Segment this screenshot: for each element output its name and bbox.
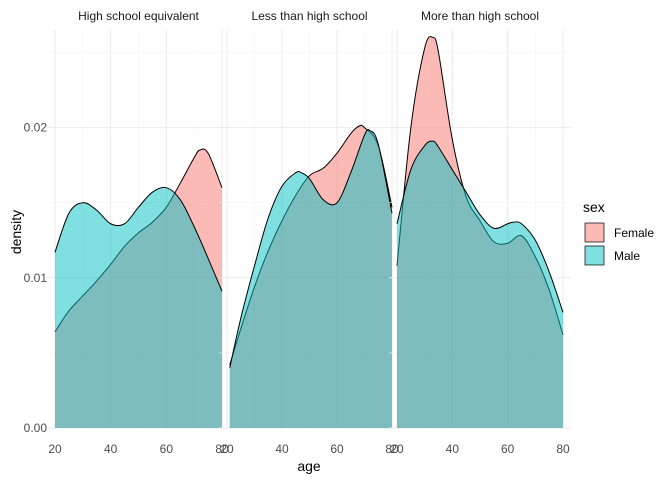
density-area-male — [229, 129, 392, 429]
y-tick-label: 0.00 — [24, 421, 48, 435]
facet-panel: More than high school 20 40 60 80 — [389, 9, 571, 456]
x-tick-label: 20 — [48, 442, 62, 456]
x-tick-label: 60 — [501, 442, 515, 456]
legend: sex Female Male — [583, 199, 654, 266]
density-area-male — [397, 141, 563, 428]
legend-label-female: Female — [614, 226, 654, 240]
density-line-male — [396, 140, 564, 313]
x-tick-label: 80 — [556, 442, 570, 456]
y-axis-title: density — [8, 210, 24, 254]
facet-panel: Less than high school 20 40 60 80 — [219, 9, 400, 456]
x-tick-label: 60 — [330, 442, 344, 456]
x-tick-label: 40 — [446, 442, 460, 456]
x-tick-label: 20 — [390, 442, 404, 456]
x-tick-label: 40 — [275, 442, 289, 456]
y-tick-label: 0.01 — [24, 271, 48, 285]
legend-key-male — [584, 245, 605, 266]
x-tick-label: 80 — [385, 442, 399, 456]
x-tick-label: 80 — [215, 442, 229, 456]
facet-panel: High school equivalent 20 40 60 80 — [47, 9, 230, 456]
facet-strip-label: More than high school — [421, 9, 539, 23]
x-tick-label: 60 — [160, 442, 174, 456]
density-line-male — [229, 129, 393, 369]
legend-title: sex — [583, 199, 605, 215]
x-axis-title: age — [297, 458, 321, 474]
density-area-male — [55, 187, 222, 428]
facet-strip-label: High school equivalent — [78, 9, 199, 23]
x-tick-label: 20 — [220, 442, 234, 456]
x-tick-label: 40 — [104, 442, 118, 456]
legend-key-female — [584, 222, 605, 243]
legend-label-male: Male — [614, 249, 640, 263]
density-line-male — [54, 186, 223, 292]
facet-strip-label: Less than high school — [251, 9, 367, 23]
y-tick-label: 0.02 — [24, 121, 48, 135]
